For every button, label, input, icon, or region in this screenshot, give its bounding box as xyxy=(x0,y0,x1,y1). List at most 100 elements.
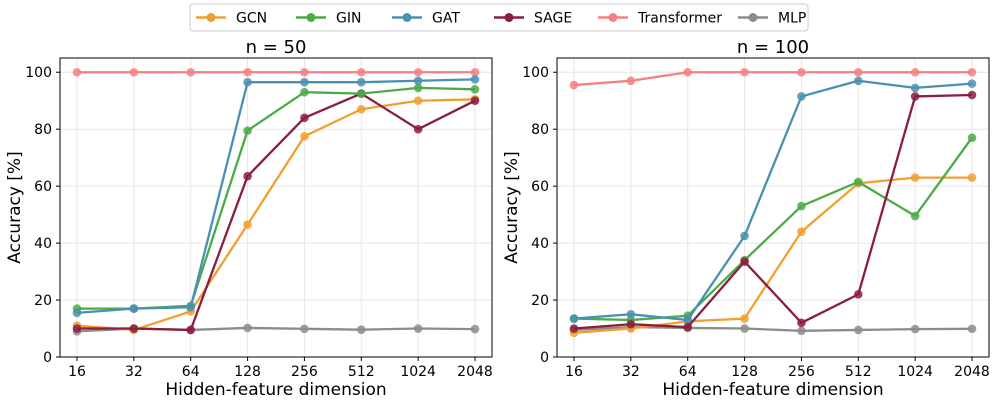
series-group xyxy=(569,67,977,338)
point-mlp-256 xyxy=(300,324,309,334)
y-axis-label: Accuracy [%] xyxy=(502,151,522,263)
series-line-gin xyxy=(573,137,973,322)
point-transformer-256 xyxy=(797,67,806,77)
point-sage-256 xyxy=(797,318,806,328)
point-sage-128 xyxy=(740,257,749,266)
x-tick-label: 2048 xyxy=(457,364,493,380)
point-mlp-512 xyxy=(356,325,366,334)
point-transformer-64 xyxy=(186,67,196,77)
point-gin-512 xyxy=(356,89,366,98)
point-transformer-2048 xyxy=(967,67,977,77)
point-sage-16 xyxy=(569,324,579,333)
x-tick-label: 256 xyxy=(291,364,318,380)
point-gin-256 xyxy=(300,87,309,97)
series-line-gcn xyxy=(573,176,972,334)
point-transformer-2048 xyxy=(470,67,480,77)
point-transformer-512 xyxy=(853,67,863,77)
y-axis-label: Accuracy [%] xyxy=(5,151,25,263)
x-tick-label: 32 xyxy=(125,364,143,380)
x-axis: 16 32 64 128 256 512 1024 2048 xyxy=(68,357,493,380)
panel-n50: 0 20 40 60 80 100 16 32 64 128 256 512 1024 2048 n = 5… xyxy=(5,37,493,400)
point-mlp-1024 xyxy=(910,324,920,334)
x-tick-label: 128 xyxy=(731,364,758,380)
point-transformer-1024 xyxy=(413,67,423,77)
point-transformer-256 xyxy=(300,67,309,77)
point-gin-1024 xyxy=(910,211,920,221)
legend-entry-gat: GAT xyxy=(392,11,460,27)
point-transformer-32 xyxy=(626,76,636,86)
point-sage-2048 xyxy=(470,96,480,106)
point-sage-64 xyxy=(683,322,693,332)
point-gat-16 xyxy=(569,314,579,323)
point-sage-2048 xyxy=(967,90,977,100)
y-tick-label: 100 xyxy=(522,65,549,81)
point-gat-1024 xyxy=(413,76,423,86)
legend-entry-sage: SAGE xyxy=(494,11,572,27)
x-tick-label: 128 xyxy=(234,364,261,380)
legend-marker-gcn xyxy=(206,13,216,22)
point-gat-32 xyxy=(129,304,139,313)
point-gin-512 xyxy=(853,177,863,187)
legend-entry-mlp: MLP xyxy=(738,11,806,27)
y-tick-label: 40 xyxy=(34,236,52,252)
series-line-sage xyxy=(573,93,973,330)
x-tick-label: 256 xyxy=(788,364,815,380)
point-gcn-1024 xyxy=(910,173,920,182)
series-line-gat xyxy=(573,79,973,322)
point-gcn-128 xyxy=(740,314,749,323)
point-gat-2048 xyxy=(470,75,480,84)
legend-marker-mlp xyxy=(748,13,758,22)
point-gat-512 xyxy=(853,76,863,86)
y-tick-label: 20 xyxy=(34,293,52,309)
point-gat-16 xyxy=(72,308,82,318)
x-tick-label: 16 xyxy=(68,364,86,380)
legend: GCN GIN GAT SAGE Transformer MLP xyxy=(189,3,809,32)
y-tick-label: 60 xyxy=(531,179,549,195)
point-transformer-128 xyxy=(740,67,749,77)
legend-label-gin: GIN xyxy=(336,11,361,27)
chart-title: n = 50 xyxy=(246,37,307,58)
point-transformer-32 xyxy=(129,67,139,77)
point-gcn-128 xyxy=(243,220,252,229)
point-gcn-2048 xyxy=(967,173,977,182)
point-gat-256 xyxy=(300,77,309,87)
y-tick-label: 80 xyxy=(34,122,52,138)
legend-entry-gcn: GCN xyxy=(196,11,267,27)
point-gcn-512 xyxy=(356,104,366,114)
x-tick-label: 64 xyxy=(679,364,697,380)
point-sage-256 xyxy=(300,113,309,123)
legend-label-gcn: GCN xyxy=(236,11,267,27)
legend-label-transformer: Transformer xyxy=(637,11,722,27)
point-gcn-1024 xyxy=(413,96,423,106)
x-axis-label: Hidden-feature dimension xyxy=(662,380,883,400)
legend-marker-gin xyxy=(306,13,316,22)
y-tick-label: 80 xyxy=(531,122,549,138)
point-sage-1024 xyxy=(910,92,920,101)
point-mlp-128 xyxy=(243,323,252,333)
point-gcn-256 xyxy=(300,132,309,141)
x-tick-label: 64 xyxy=(182,364,200,380)
point-mlp-2048 xyxy=(470,324,480,334)
point-sage-16 xyxy=(72,324,82,333)
x-tick-label: 512 xyxy=(845,364,872,380)
point-sage-128 xyxy=(243,171,252,181)
x-axis: 16 32 64 128 256 512 1024 2048 xyxy=(565,357,990,380)
point-gin-128 xyxy=(243,126,252,135)
point-gat-256 xyxy=(797,92,806,101)
legend-label-mlp: MLP xyxy=(778,11,806,27)
point-gat-512 xyxy=(356,77,366,87)
point-transformer-1024 xyxy=(910,67,920,77)
axes-frame xyxy=(556,57,990,358)
point-gcn-256 xyxy=(797,227,806,237)
point-gat-32 xyxy=(626,309,636,319)
point-gin-1024 xyxy=(413,83,423,93)
point-mlp-256 xyxy=(797,326,806,336)
series-line-gat xyxy=(76,78,476,315)
y-tick-label: 60 xyxy=(34,179,52,195)
legend-label-sage: SAGE xyxy=(534,11,572,27)
x-tick-label: 1024 xyxy=(897,364,933,380)
point-transformer-64 xyxy=(683,67,693,77)
series-line-sage xyxy=(77,92,476,332)
